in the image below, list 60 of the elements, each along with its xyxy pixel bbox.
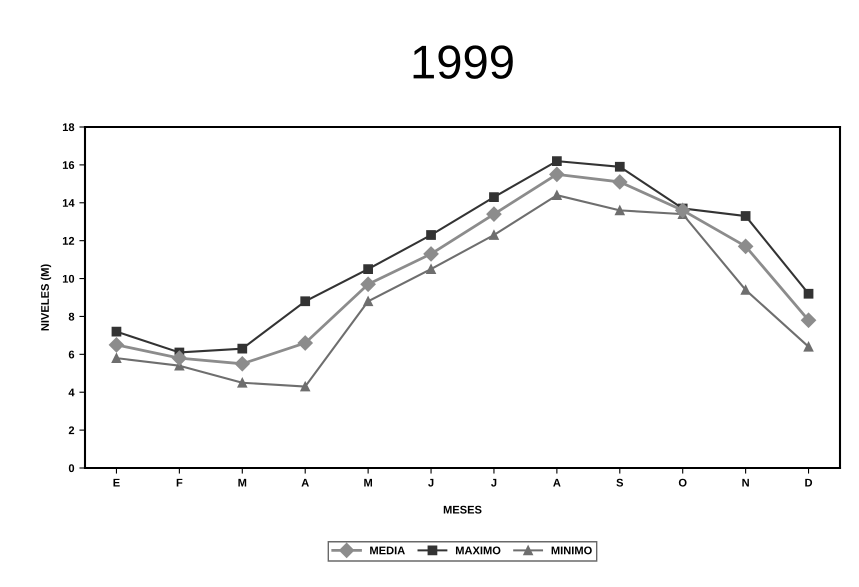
point [172,350,187,366]
point [612,174,628,190]
y-tick-label: 6 [68,350,74,358]
point [738,238,754,254]
y-tick-label: 0 [68,464,74,472]
x-tick-label: M [364,478,372,486]
x-tick-label: N [742,478,749,486]
point [363,264,373,274]
point [740,285,750,295]
point [800,312,816,328]
legend-label: MINIMO [552,546,592,554]
point [614,162,625,172]
x-axis-title: MESES [444,506,482,514]
chart-title: 1999 [414,45,513,79]
point [552,190,562,200]
point [423,246,439,262]
x-tick-label: J [428,478,434,487]
y-axis-title: NIVELES (M) [40,264,52,330]
y-tick-label: 2 [68,426,74,434]
point [234,356,250,372]
y-tick-label: 4 [68,388,75,396]
y-tick-label: 8 [68,312,74,321]
point [740,211,750,221]
point [108,337,124,352]
y-tick-label: 18 [62,123,74,132]
y-tick-label: 10 [62,274,74,283]
point [300,296,310,306]
y-tick-label: 12 [62,236,74,245]
x-tick-label: E [113,478,120,486]
x-tick-label: A [553,478,561,486]
point [804,288,814,299]
legend-label: MAXIMO [456,546,500,554]
point [360,276,376,292]
point [112,353,122,363]
point [489,192,499,202]
y-tick-label: 16 [62,161,74,170]
point [426,230,436,240]
point [112,326,122,336]
point [489,230,499,240]
point [237,344,248,354]
point [552,156,562,166]
point [675,202,690,218]
point [237,378,248,388]
x-tick-label: J [491,478,496,487]
point [300,382,310,392]
point [486,206,502,222]
point [614,205,625,216]
x-tick-label: O [678,478,687,487]
point [298,335,313,351]
x-tick-label: D [805,478,812,486]
point [804,342,814,352]
point [549,166,564,182]
x-tick-label: M [238,478,246,486]
x-tick-label: F [176,478,182,486]
legend-label: MEDIA [370,546,405,554]
point [426,264,436,274]
x-tick-label: S [616,478,624,487]
point [363,296,373,306]
x-tick-label: A [301,478,309,486]
y-tick-label: 14 [62,199,75,207]
